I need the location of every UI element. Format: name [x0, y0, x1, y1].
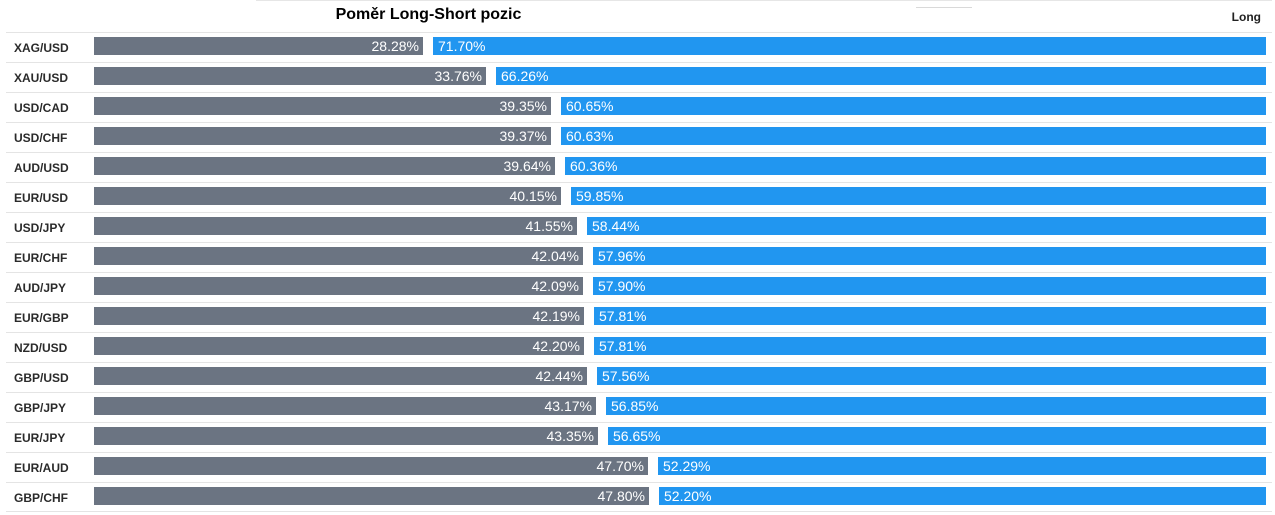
pair-label: EUR/JPY [14, 431, 66, 445]
long-legend-label: Long [1231, 10, 1261, 24]
long-bar: 66.26% [496, 67, 1266, 85]
chart-area: XAG/USD 28.28% 71.70% XAU/USD 33.76% 66.26% US… [6, 32, 1272, 512]
title-divider [916, 7, 972, 8]
table-row: EUR/USD 40.15% 59.85% [6, 182, 1272, 212]
short-bar: 39.35% [94, 97, 551, 115]
table-row: XAU/USD 33.76% 66.26% [6, 62, 1272, 92]
long-bar: 60.36% [565, 157, 1266, 175]
long-bar: 52.29% [658, 457, 1266, 475]
table-row: AUD/JPY 42.09% 57.90% [6, 272, 1272, 302]
table-row: AUD/USD 39.64% 60.36% [6, 152, 1272, 182]
table-row: USD/JPY 41.55% 58.44% [6, 212, 1272, 242]
table-row: EUR/AUD 47.70% 52.29% [6, 452, 1272, 482]
long-bar: 52.20% [659, 487, 1266, 505]
short-bar: 42.19% [94, 307, 584, 325]
long-bar: 57.96% [593, 247, 1266, 265]
short-bar: 41.55% [94, 217, 577, 235]
long-bar: 71.70% [433, 37, 1266, 55]
long-bar: 60.65% [561, 97, 1266, 115]
short-bar: 42.44% [94, 367, 587, 385]
pair-label: EUR/AUD [14, 461, 69, 475]
short-bar: 39.37% [94, 127, 551, 145]
short-bar: 47.70% [94, 457, 648, 475]
pair-label: USD/CHF [14, 131, 68, 145]
long-bar: 57.90% [593, 277, 1266, 295]
short-bar: 39.64% [94, 157, 555, 175]
long-bar: 57.81% [594, 307, 1266, 325]
long-bar: 57.81% [594, 337, 1266, 355]
long-bar: 59.85% [571, 187, 1266, 205]
long-bar: 57.56% [597, 367, 1266, 385]
title-bar [256, 0, 1272, 33]
pair-label: EUR/CHF [14, 251, 68, 265]
short-bar: 28.28% [94, 37, 423, 55]
table-row: EUR/CHF 42.04% 57.96% [6, 242, 1272, 272]
pair-label: GBP/CHF [14, 491, 68, 505]
short-bar: 40.15% [94, 187, 561, 205]
short-bar: 43.35% [94, 427, 598, 445]
pair-label: USD/JPY [14, 221, 66, 235]
pair-label: NZD/USD [14, 341, 68, 355]
pair-label: EUR/GBP [14, 311, 69, 325]
long-bar: 58.44% [587, 217, 1266, 235]
table-row: GBP/USD 42.44% 57.56% [6, 362, 1272, 392]
table-row: EUR/GBP 42.19% 57.81% [6, 302, 1272, 332]
short-bar: 42.09% [94, 277, 583, 295]
table-row: USD/CHF 39.37% 60.63% [6, 122, 1272, 152]
pair-label: USD/CAD [14, 101, 69, 115]
table-row: USD/CAD 39.35% 60.65% [6, 92, 1272, 122]
short-bar: 42.20% [94, 337, 584, 355]
short-bar: 42.04% [94, 247, 583, 265]
pair-label: EUR/USD [14, 191, 69, 205]
long-bar: 56.65% [608, 427, 1266, 445]
long-bar: 56.85% [606, 397, 1266, 415]
pair-label: XAG/USD [14, 41, 69, 55]
table-row: GBP/JPY 43.17% 56.85% [6, 392, 1272, 422]
table-row: XAG/USD 28.28% 71.70% [6, 32, 1272, 62]
pair-label: XAU/USD [14, 71, 69, 85]
short-bar: 47.80% [94, 487, 649, 505]
table-row: NZD/USD 42.20% 57.81% [6, 332, 1272, 362]
table-row: GBP/CHF 47.80% 52.20% [6, 482, 1272, 512]
long-bar: 60.63% [561, 127, 1266, 145]
table-row: EUR/JPY 43.35% 56.65% [6, 422, 1272, 452]
pair-label: AUD/JPY [14, 281, 67, 295]
short-bar: 33.76% [94, 67, 486, 85]
pair-label: GBP/USD [14, 371, 69, 385]
chart-title: Poměr Long-Short pozic [335, 6, 522, 23]
short-bar: 43.17% [94, 397, 596, 415]
pair-label: GBP/JPY [14, 401, 67, 415]
pair-label: AUD/USD [14, 161, 69, 175]
